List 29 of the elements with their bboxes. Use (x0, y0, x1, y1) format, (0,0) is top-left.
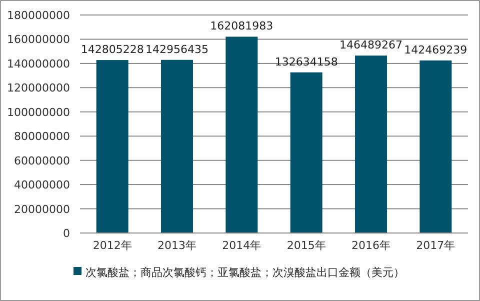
y-tick-label: 160000000 (7, 33, 70, 46)
y-tick-label: 20000000 (14, 202, 70, 216)
x-tick-label: 2012年 (92, 239, 132, 252)
bar (226, 36, 258, 233)
y-tick-label: 40000000 (14, 178, 70, 192)
data-label: 162081983 (210, 20, 274, 33)
bar (161, 60, 193, 233)
data-label: 142805228 (80, 43, 144, 56)
data-label: 142469239 (404, 43, 468, 56)
x-tick-label: 2013年 (158, 239, 196, 252)
y-tick-label: 140000000 (7, 57, 70, 70)
bar (355, 56, 387, 233)
bar (420, 60, 452, 233)
y-tick-label: 120000000 (7, 82, 70, 95)
x-tick-label: 2016年 (352, 239, 390, 252)
x-tick-label: 2014年 (222, 239, 262, 252)
y-tick-label: 180000000 (7, 9, 70, 22)
data-label: 132634158 (274, 55, 338, 68)
y-tick-label: 100000000 (7, 106, 70, 119)
bar (290, 72, 322, 233)
y-tick-label: 60000000 (14, 154, 70, 168)
legend-label: 次氯酸盐；商品次氯酸钙；亚氯酸盐；次溴酸盐出口金额（美元） (86, 266, 404, 279)
data-label: 142956435 (146, 42, 208, 56)
data-label: 146489267 (340, 38, 402, 52)
y-tick-label: 80000000 (14, 130, 70, 144)
y-tick-label: 0 (63, 227, 70, 240)
x-tick-label: 2015年 (286, 239, 326, 252)
x-tick-label: 2017年 (416, 239, 456, 252)
bar (96, 60, 128, 233)
